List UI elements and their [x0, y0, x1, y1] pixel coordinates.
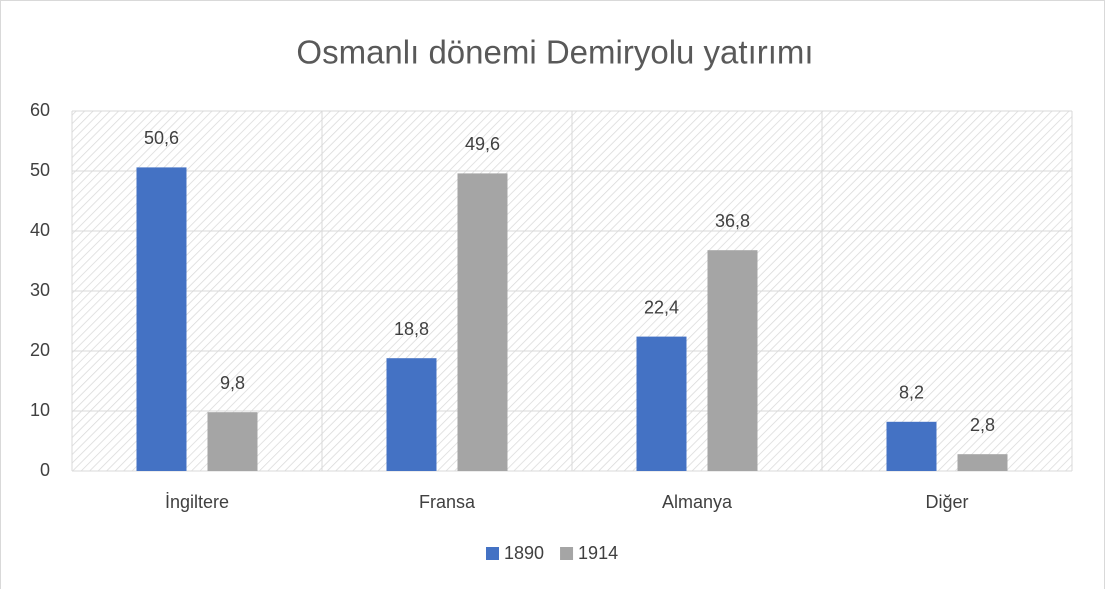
chart-title: Osmanlı dönemi Demiryolu yatırımı — [296, 34, 813, 71]
y-tick-label: 20 — [30, 340, 50, 360]
bar — [386, 358, 437, 471]
legend-swatch — [486, 547, 499, 560]
y-tick-label: 40 — [30, 220, 50, 240]
value-label: 9,8 — [220, 373, 245, 393]
bar — [636, 336, 687, 471]
y-tick-label: 60 — [30, 100, 50, 120]
value-label: 36,8 — [715, 211, 750, 231]
bar — [957, 454, 1008, 471]
bar — [707, 250, 758, 471]
x-tick-label: Fransa — [419, 492, 476, 512]
x-tick-label: İngiltere — [165, 492, 229, 512]
value-label: 8,2 — [899, 383, 924, 403]
x-tick-label: Almanya — [662, 492, 733, 512]
value-label: 2,8 — [970, 415, 995, 435]
bar — [136, 167, 187, 471]
bar — [457, 173, 508, 471]
y-tick-label: 30 — [30, 280, 50, 300]
legend-label: 1914 — [578, 543, 618, 563]
value-label: 22,4 — [644, 297, 679, 317]
legend-swatch — [560, 547, 574, 560]
y-tick-label: 10 — [30, 400, 50, 420]
x-tick-label: Diğer — [925, 492, 968, 512]
y-tick-label: 50 — [30, 160, 50, 180]
legend-label: 1890 — [504, 543, 544, 563]
value-label: 18,8 — [394, 319, 429, 339]
bar — [886, 421, 937, 471]
bar — [207, 412, 258, 471]
value-label: 49,6 — [465, 134, 500, 154]
y-tick-label: 0 — [40, 460, 50, 480]
value-label: 50,6 — [144, 128, 179, 148]
